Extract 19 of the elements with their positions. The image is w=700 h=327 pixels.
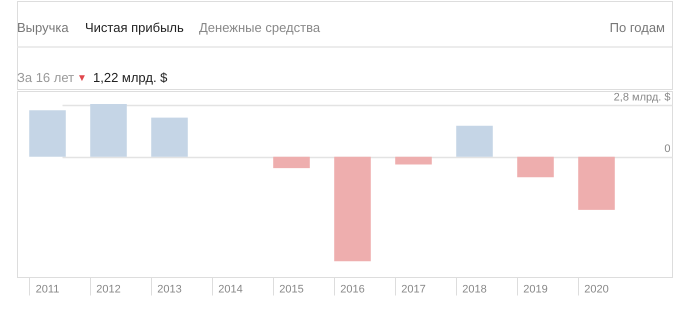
y-tick-label: 0 [664, 143, 670, 156]
text: ▼ [77, 73, 87, 84]
x-tick-label: 2016 [340, 284, 365, 296]
x-tick-label: 2019 [523, 284, 548, 296]
x-tick-label: 2020 [584, 284, 609, 296]
x-tick-label: 2013 [157, 284, 182, 296]
x-tick-label: 2011 [36, 284, 60, 296]
y-tick-label: 2,8 млрд. $ [614, 91, 670, 104]
x-tick-label: 2015 [279, 284, 304, 296]
text: 1,22 млрд. $ [93, 70, 168, 85]
text: Чистая прибыль [85, 20, 184, 35]
x-tick-label: 2014 [218, 284, 243, 296]
x-tick-label: 2012 [96, 284, 121, 296]
text: Выручка [17, 20, 70, 35]
text: Денежные средства [199, 20, 321, 35]
x-tick-label: 2018 [462, 284, 487, 296]
text: За 16 лет [17, 70, 74, 85]
x-tick-label: 2017 [401, 284, 426, 296]
text: По годам [610, 20, 666, 35]
